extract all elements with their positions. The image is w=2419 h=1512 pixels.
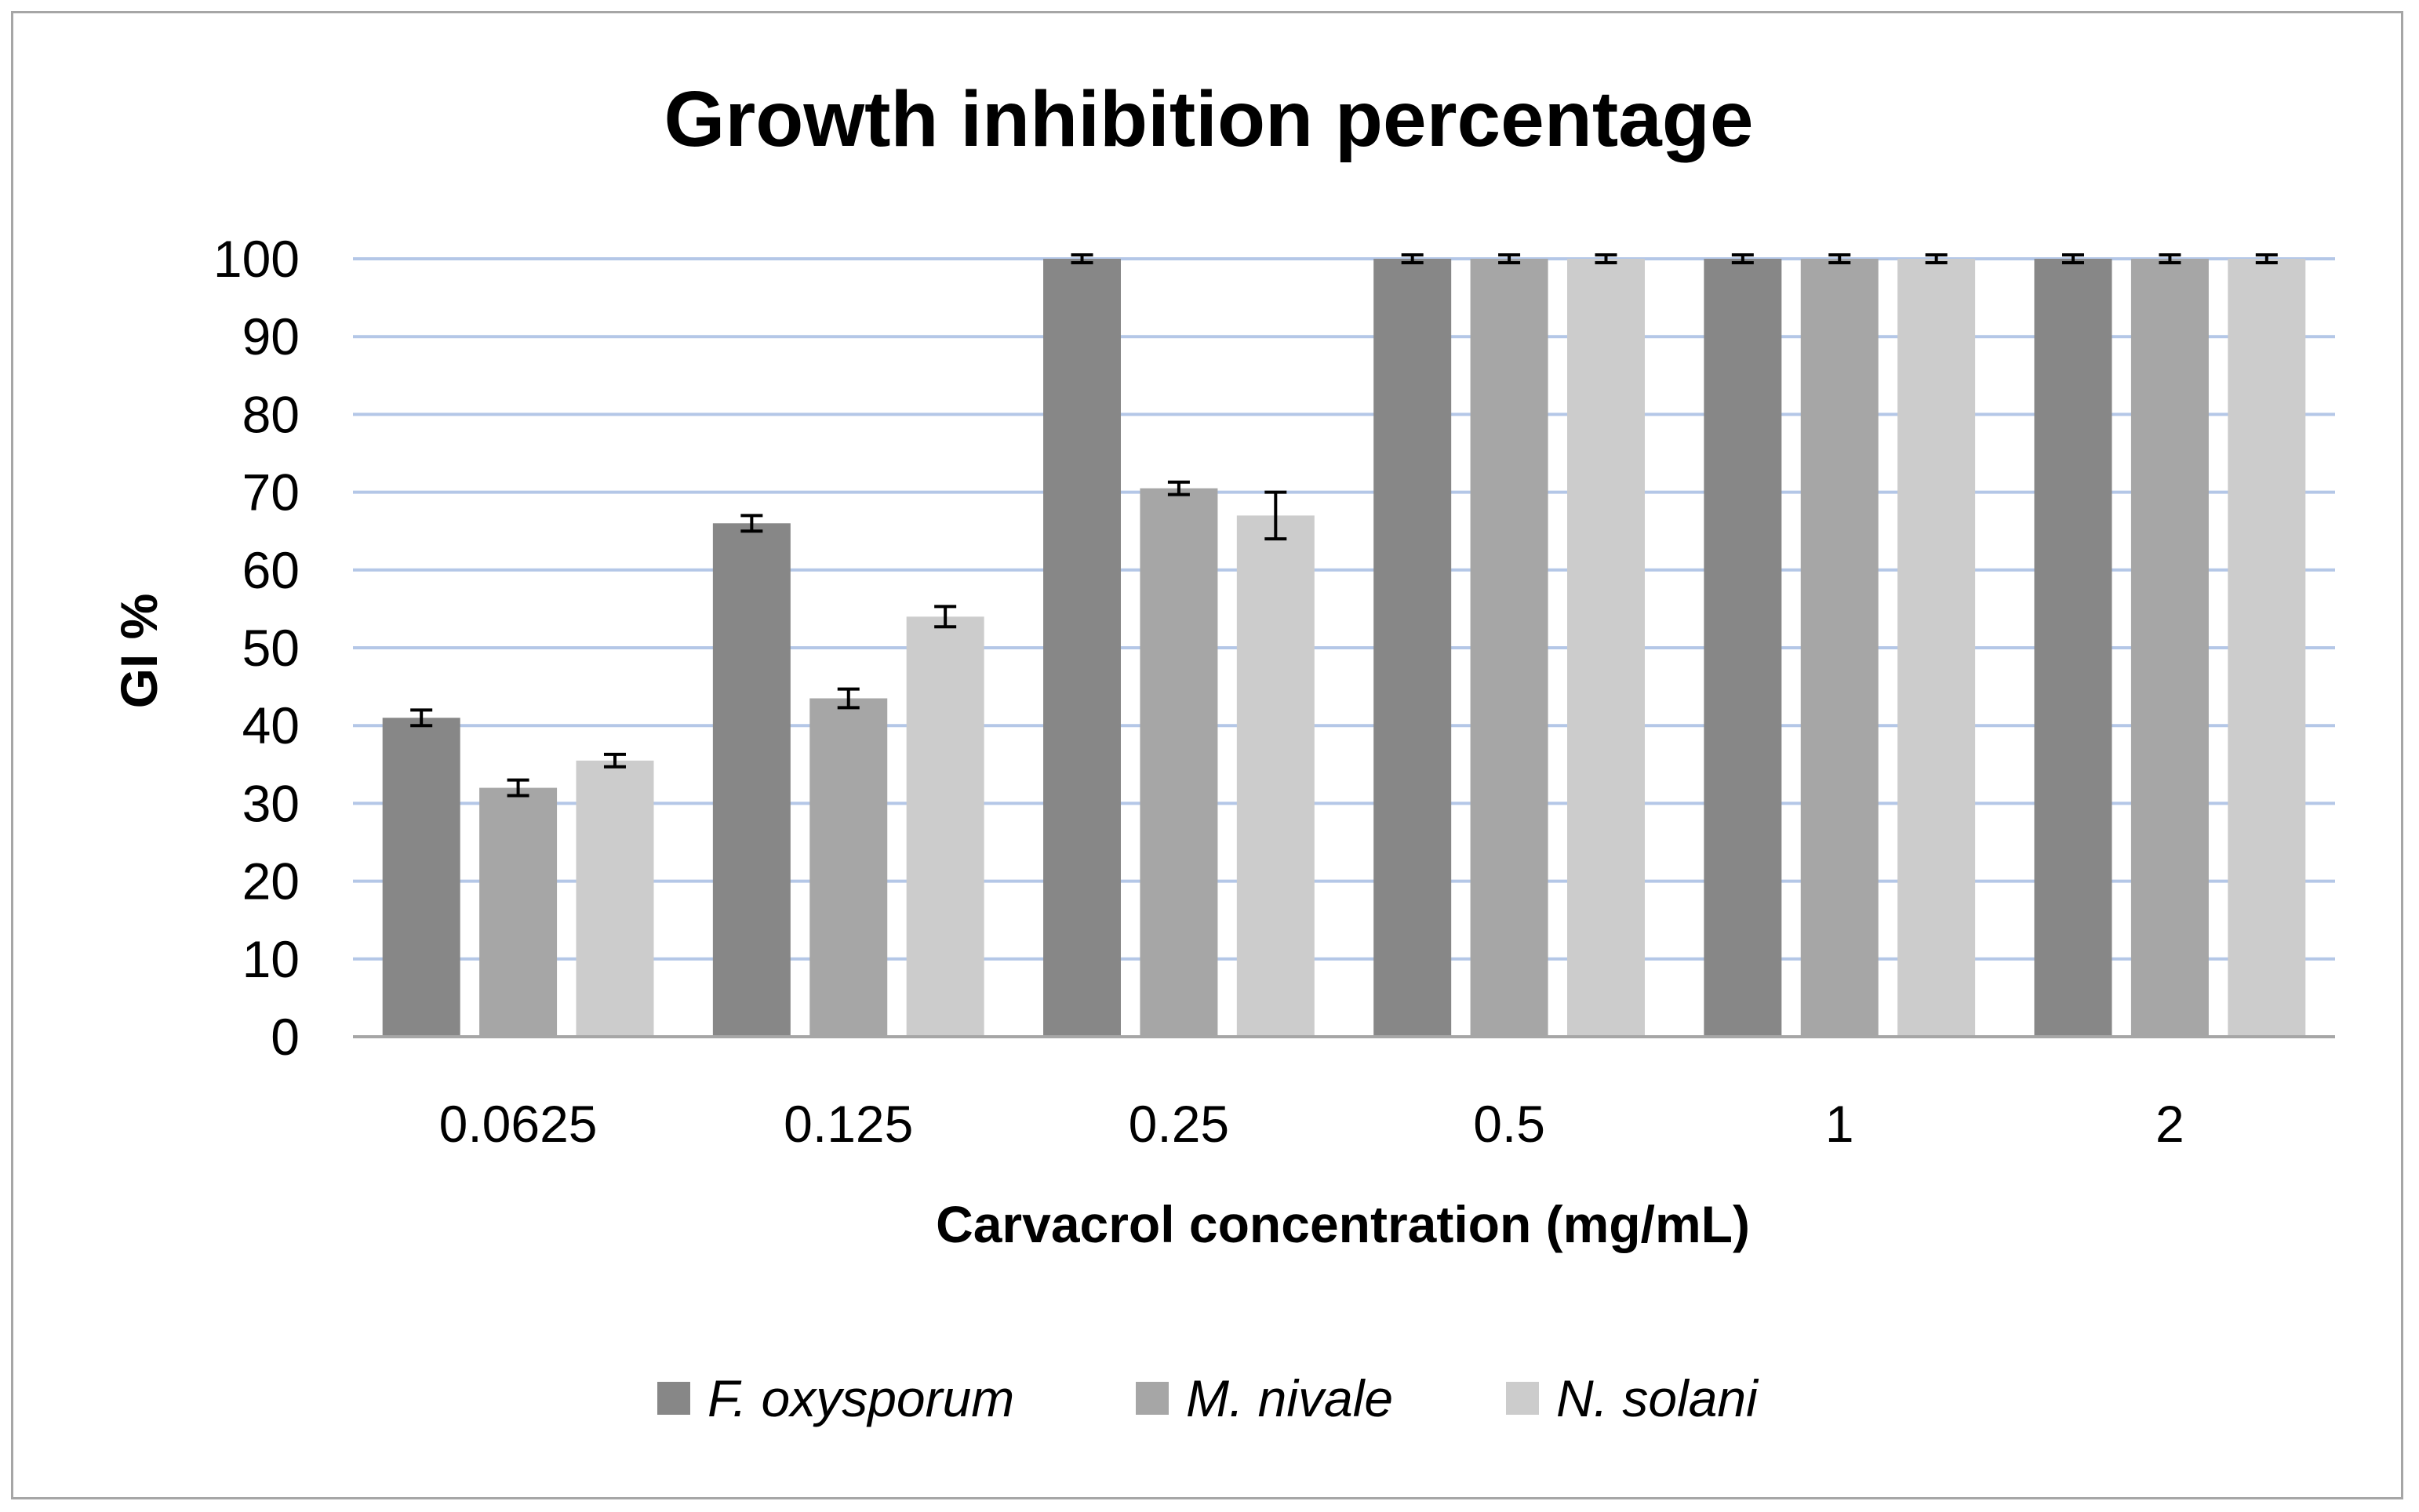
error-bar [740, 514, 763, 533]
y-tick-label: 60 [242, 541, 300, 599]
y-tick-label: 40 [242, 696, 300, 754]
y-tick-label: 80 [242, 385, 300, 443]
error-bar [1731, 253, 1754, 264]
x-tick-label: 0.0625 [439, 1095, 598, 1153]
x-tick-label: 0.125 [784, 1095, 913, 1153]
bar [382, 718, 460, 1037]
y-tick-label: 70 [242, 463, 300, 522]
bar [2130, 259, 2209, 1037]
bar [1373, 259, 1452, 1037]
legend-swatch [1506, 1382, 1539, 1415]
bar [906, 616, 984, 1037]
x-axis-title: Carvacrol concentration (mg/mL) [936, 1195, 1750, 1253]
y-tick-label: 90 [242, 307, 300, 365]
legend: F. oxysporum M. nivale N. solani [657, 1369, 1759, 1427]
legend-swatch [1136, 1382, 1169, 1415]
error-bar [2159, 253, 2181, 264]
error-bar [1167, 480, 1190, 496]
y-tick-label: 30 [242, 774, 300, 832]
x-axis-ticks: 0.0625 0.125 0.25 0.5 1 2 [439, 1095, 2184, 1153]
error-bar [2062, 253, 2085, 264]
x-tick-label: 0.25 [1129, 1095, 1229, 1153]
error-bar [1498, 253, 1521, 264]
legend-item: M. nivale [1136, 1369, 1393, 1427]
error-bar [410, 708, 433, 728]
bar [1043, 259, 1122, 1037]
y-tick-label: 50 [242, 619, 300, 677]
error-bar [1071, 253, 1093, 264]
y-tick-label: 10 [242, 930, 300, 988]
error-bar [934, 605, 957, 629]
y-tick-label: 100 [213, 230, 300, 288]
y-axis-ticks: 0 10 20 30 40 50 60 70 80 90 100 [213, 230, 300, 1066]
y-axis-title: GI % [110, 594, 168, 709]
error-bar [507, 778, 529, 798]
bar [1140, 488, 1218, 1037]
bar [1236, 515, 1315, 1037]
bar [1470, 259, 1548, 1037]
bar [1704, 259, 1782, 1037]
x-tick-label: 2 [2155, 1095, 2184, 1153]
error-bar [1595, 253, 1617, 264]
legend-label: M. nivale [1186, 1369, 1393, 1427]
bar [479, 787, 558, 1037]
bar [576, 760, 654, 1037]
error-bars [410, 253, 2278, 798]
legend-label: F. oxysporum [708, 1369, 1014, 1427]
error-bar [603, 752, 626, 769]
bar [1897, 259, 1976, 1037]
legend-swatch [657, 1382, 690, 1415]
error-bar [2255, 253, 2278, 264]
y-tick-label: 0 [271, 1008, 300, 1066]
error-bar [1401, 253, 1424, 264]
error-bar [1925, 253, 1948, 264]
legend-item: N. solani [1506, 1369, 1759, 1427]
error-bar [1264, 490, 1287, 541]
legend-item: F. oxysporum [657, 1369, 1014, 1427]
y-tick-label: 20 [242, 852, 300, 910]
gridlines [353, 257, 2335, 961]
bar [809, 698, 888, 1037]
bar [2034, 259, 2112, 1037]
legend-label: N. solani [1556, 1369, 1759, 1427]
chart-title: Growth inhibition percentage [664, 75, 1754, 163]
bar [712, 523, 791, 1037]
x-tick-label: 0.5 [1473, 1095, 1545, 1153]
error-bar [1828, 253, 1851, 264]
bars [382, 259, 2306, 1037]
bar [2228, 259, 2306, 1037]
error-bar [837, 687, 860, 710]
x-tick-label: 1 [1825, 1095, 1854, 1153]
bar [1800, 259, 1879, 1037]
bar [1566, 259, 1645, 1037]
